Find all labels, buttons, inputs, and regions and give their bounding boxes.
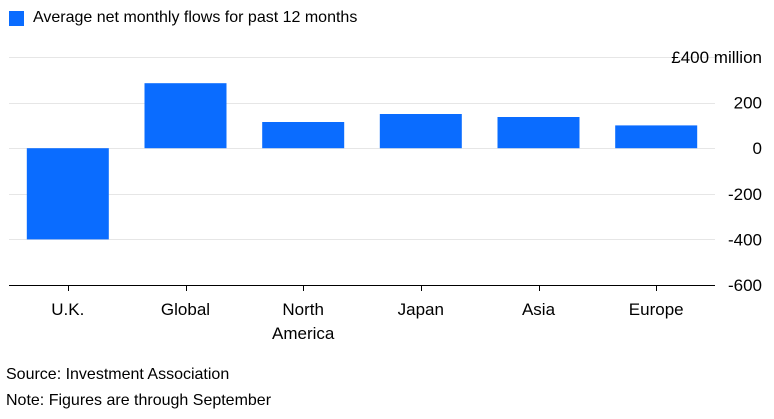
category-label: America (272, 324, 335, 343)
category-label: North (282, 300, 324, 319)
y-tick-label: -600 (728, 276, 762, 295)
category-label: Japan (398, 300, 444, 319)
y-tick-label: -200 (728, 185, 762, 204)
legend-label: Average net monthly flows for past 12 mo… (33, 9, 358, 26)
bar (262, 122, 345, 149)
bar (497, 117, 580, 149)
legend-swatch (9, 10, 24, 26)
y-tick-label: 200 (734, 94, 762, 113)
category-label: U.K. (51, 300, 84, 319)
category-label: Global (161, 300, 210, 319)
y-tick-label: -400 (728, 230, 762, 249)
bar (144, 83, 227, 149)
category-label: Asia (522, 300, 556, 319)
category-label: Europe (629, 300, 684, 319)
bar (26, 148, 109, 240)
source-note: Source: Investment Association (6, 366, 230, 383)
chart-legend: Average net monthly flows for past 12 mo… (9, 6, 357, 30)
bar (379, 114, 462, 149)
y-tick-label: 0 (753, 139, 762, 158)
footnote: Note: Figures are through September (6, 392, 272, 409)
bar (615, 125, 698, 149)
bar-chart: £400 million 200 0 -200 -400 -600 U.K. Global No… (9, 48, 762, 343)
y-axis-unit-label: £400 million (671, 48, 762, 67)
